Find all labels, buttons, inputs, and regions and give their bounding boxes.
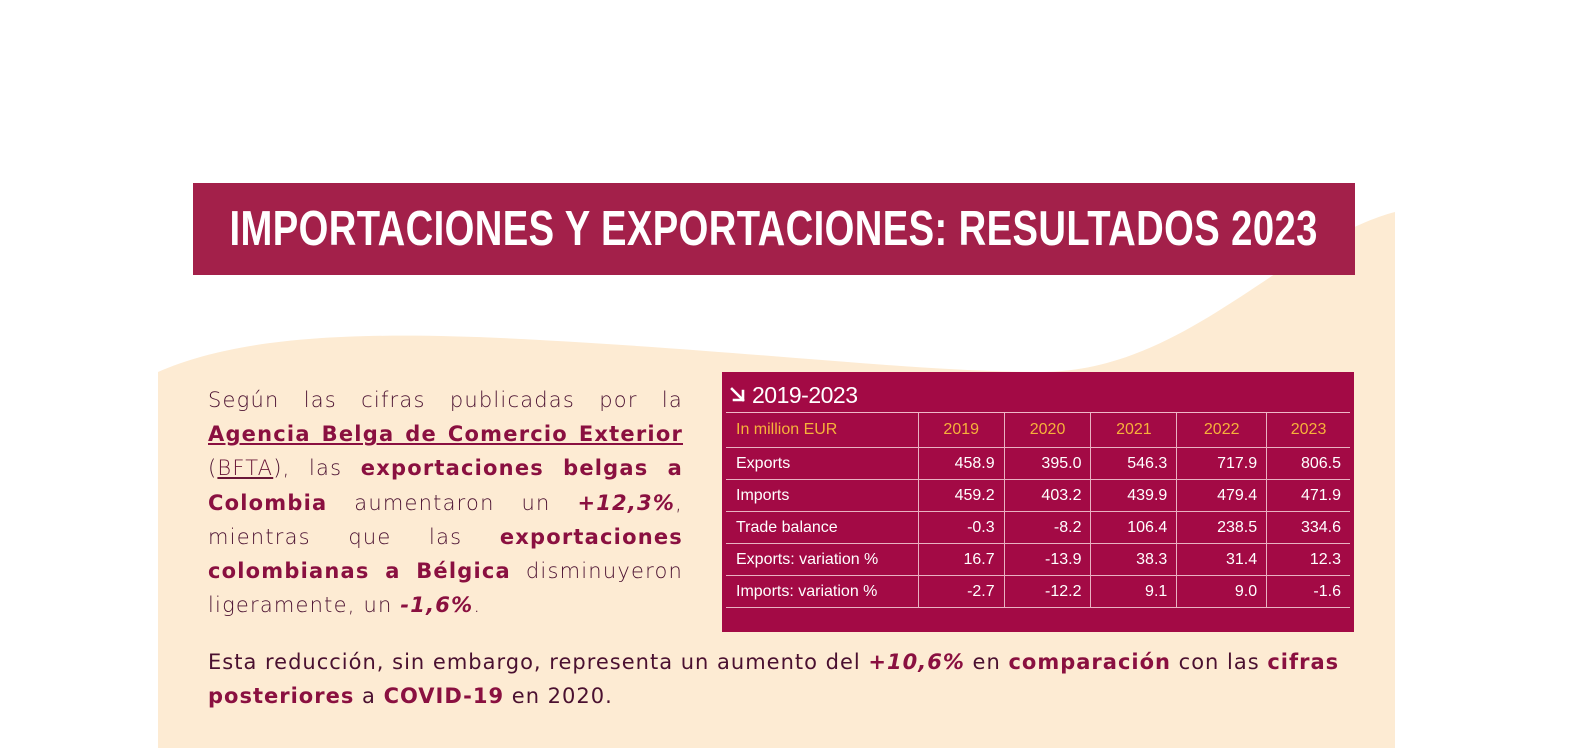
followup-text-5: en 2020. <box>504 684 613 708</box>
table-cell: 403.2 <box>1003 479 1091 512</box>
intro-highlight-1: exportaciones belgas a Colombia <box>208 456 683 515</box>
table-cell: -13.9 <box>1003 543 1091 576</box>
table-row: Imports: variation % -2.7 -12.2 9.1 9.0 … <box>726 575 1350 608</box>
table-cell: 439.9 <box>1090 479 1177 512</box>
table-cell: -12.2 <box>1003 575 1091 608</box>
table-cell: 458.9 <box>917 447 1005 480</box>
table-cell: 717.9 <box>1176 447 1267 480</box>
table-cell: 459.2 <box>917 479 1005 512</box>
bfta-link[interactable]: BFTA <box>217 456 274 481</box>
followup-text-1: Esta reducción, sin embargo, representa … <box>208 650 869 674</box>
table-cell: 9.1 <box>1090 575 1177 608</box>
table-cell: 106.4 <box>1090 511 1177 544</box>
unit-label: In million EUR <box>726 413 919 448</box>
table-row: Exports: variation % 16.7 -13.9 38.3 31.… <box>726 543 1350 576</box>
row-label: Imports <box>726 479 919 512</box>
intro-value-1: +12,3% <box>577 490 676 515</box>
table-period: 2019-2023 <box>752 381 858 408</box>
row-label: Trade balance <box>726 511 919 544</box>
followup-highlight-1: comparación <box>1008 650 1171 674</box>
intro-text-5: disminuyeron ligeramente, un <box>208 559 683 618</box>
agency-link[interactable]: Agencia Belga de Comercio Exterior <box>208 422 683 447</box>
table-cell: 31.4 <box>1176 543 1267 576</box>
table-cell: -0.3 <box>917 511 1005 544</box>
followup-highlight-2: cifras posteriores <box>208 650 1340 708</box>
trade-table: In million EUR 2019 2020 2021 2022 2023 … <box>726 413 1350 608</box>
page-title: IMPORTACIONES Y EXPORTACIONES: RESULTADO… <box>229 202 1319 256</box>
year-header: 2021 <box>1090 413 1177 448</box>
row-label: Exports: variation % <box>726 543 919 576</box>
year-header: 2019 <box>917 413 1005 448</box>
table-row: Trade balance -0.3 -8.2 106.4 238.5 334.… <box>726 511 1350 544</box>
followup-value-1: +10,6% <box>868 650 965 674</box>
table-cell: 38.3 <box>1090 543 1177 576</box>
year-header: 2023 <box>1266 413 1350 448</box>
intro-text-1: Según las cifras publicadas por la <box>208 388 683 412</box>
followup-text-3: con las <box>1170 650 1268 674</box>
table-header-row: In million EUR 2019 2020 2021 2022 2023 <box>726 413 1350 448</box>
table-cell: 395.0 <box>1003 447 1091 480</box>
table-row: Exports 458.9 395.0 546.3 717.9 806.5 <box>726 447 1350 480</box>
title-banner: IMPORTACIONES Y EXPORTACIONES: RESULTADO… <box>193 183 1355 275</box>
table-cell: 334.6 <box>1266 511 1350 544</box>
table-cell: -1.6 <box>1266 575 1350 608</box>
table-cell: 238.5 <box>1176 511 1267 544</box>
table-cell: -2.7 <box>917 575 1005 608</box>
followup-paragraph: Esta reducción, sin embargo, representa … <box>208 645 1355 713</box>
intro-text-3: aumentaron un <box>327 490 578 515</box>
intro-value-2: -1,6% <box>400 593 474 618</box>
followup-text-4: a <box>354 684 384 708</box>
table-row: Imports 459.2 403.2 439.9 479.4 471.9 <box>726 479 1350 512</box>
table-cell: 9.0 <box>1176 575 1267 608</box>
year-header: 2022 <box>1176 413 1267 448</box>
table-cell: 12.3 <box>1266 543 1350 576</box>
table-cell: 471.9 <box>1266 479 1350 512</box>
intro-text-2: , las <box>282 456 361 481</box>
intro-text-6: . <box>473 593 482 618</box>
intro-highlight-2: exportaciones colombianas a Bélgica <box>208 524 683 584</box>
table-cell: -8.2 <box>1003 511 1091 544</box>
table-header: 2019-2023 <box>728 380 858 410</box>
year-header: 2020 <box>1003 413 1091 448</box>
followup-highlight-3: COVID-19 <box>383 684 505 708</box>
table-cell: 16.7 <box>917 543 1005 576</box>
intro-text-4: , mientras que las <box>208 490 683 549</box>
arrow-down-right-icon <box>730 387 745 402</box>
divider <box>726 412 1350 413</box>
table-cell: 479.4 <box>1176 479 1267 512</box>
table-cell: 806.5 <box>1266 447 1350 480</box>
row-label: Imports: variation % <box>726 575 919 608</box>
followup-text-2: en <box>964 650 1009 674</box>
table-cell: 546.3 <box>1090 447 1177 480</box>
trade-table-panel: 2019-2023 In million EUR 2019 2020 2021 … <box>722 372 1354 632</box>
row-label: Exports <box>726 447 919 480</box>
intro-paragraph: Según las cifras publicadas por la Agenc… <box>208 388 683 618</box>
